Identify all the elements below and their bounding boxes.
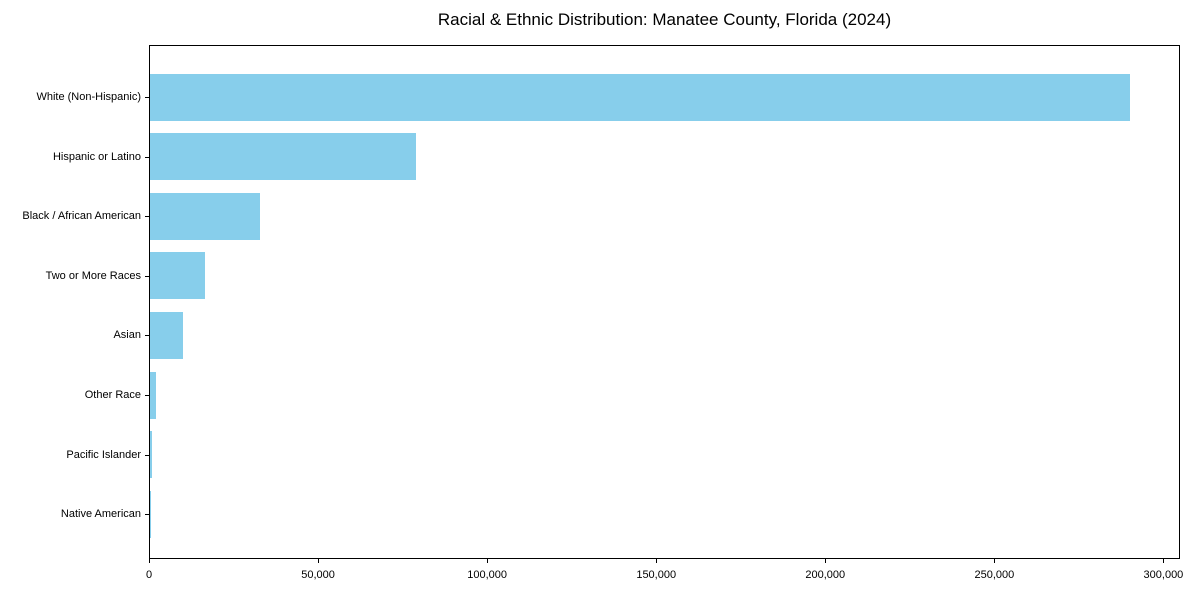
x-axis-tick xyxy=(993,559,995,563)
y-tick-label: Two or More Races xyxy=(45,269,141,282)
x-axis-tick xyxy=(1162,559,1164,563)
y-axis-tick xyxy=(145,454,149,456)
y-axis-tick xyxy=(145,97,149,98)
x-axis-tick xyxy=(317,559,319,563)
bar xyxy=(150,73,1131,121)
x-tick-label: 100,000 xyxy=(467,569,508,581)
y-tick-label: Pacific Islander xyxy=(66,448,141,461)
bar xyxy=(150,371,156,419)
x-axis-ticks xyxy=(148,559,1180,563)
y-tick-label: White (Non-Hispanic) xyxy=(36,91,141,103)
x-axis-tick xyxy=(655,559,657,563)
x-tick-label: 300,000 xyxy=(1143,569,1184,581)
y-tick-label: Hispanic or Latino xyxy=(52,150,141,163)
bar xyxy=(150,133,416,181)
x-axis-tick-labels: 0 50,000 100,000 150,000 200,000 250,000 300,0… xyxy=(145,568,1183,584)
x-axis-tick xyxy=(486,559,488,563)
y-axis-tick xyxy=(145,335,149,337)
bar xyxy=(150,252,206,300)
y-tick-label: Black / African American xyxy=(22,210,141,223)
plot-area xyxy=(149,45,1180,559)
x-axis-tick xyxy=(148,559,150,563)
x-tick-label: 0 xyxy=(145,569,153,581)
chart-title: Racial & Ethnic Distribution: Manatee Co… xyxy=(437,10,892,29)
x-tick-label: 150,000 xyxy=(636,569,677,581)
x-tick-label: 250,000 xyxy=(974,569,1015,581)
x-axis-tick xyxy=(824,559,826,563)
y-tick-label: Asian xyxy=(113,329,141,342)
y-tick-label: Other Race xyxy=(84,389,141,401)
x-tick-label: 50,000 xyxy=(301,569,335,581)
y-axis-tick xyxy=(145,514,149,516)
bar xyxy=(150,490,151,538)
y-axis-tick xyxy=(145,156,149,158)
y-axis-tick xyxy=(145,216,149,218)
y-axis-tick xyxy=(145,395,149,396)
y-axis-tick xyxy=(145,275,149,277)
bar xyxy=(150,311,183,359)
bar xyxy=(150,431,152,479)
y-tick-label: Native American xyxy=(60,508,141,521)
bar xyxy=(150,192,261,240)
x-tick-label: 200,000 xyxy=(805,569,846,581)
